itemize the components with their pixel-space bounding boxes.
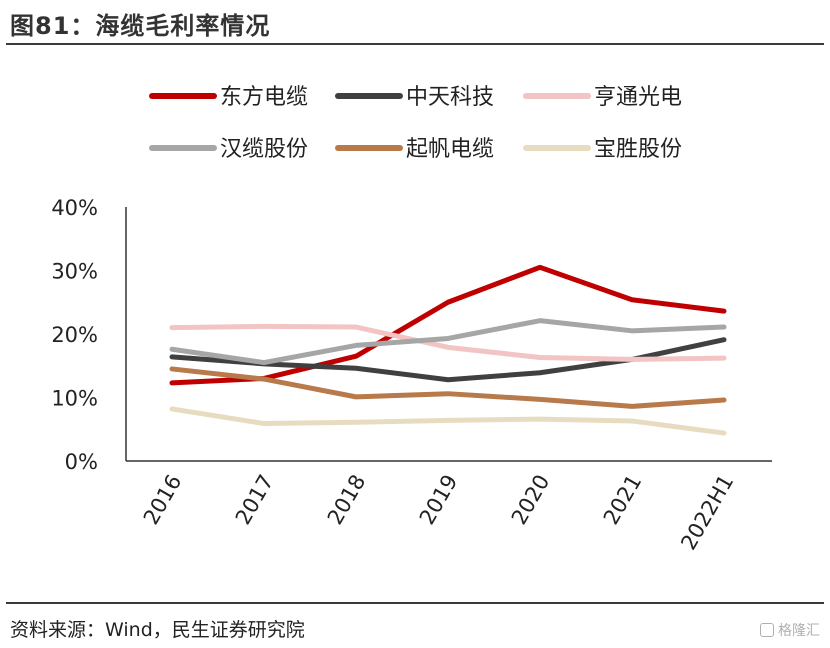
source-note: 资料来源：Wind，民生证券研究院	[10, 619, 305, 641]
watermark-logo-icon	[760, 623, 774, 637]
line-chart: 0% 10% 20% 30% 40% 2016 2017 2018 2019 2020 2021 20…	[51, 85, 772, 555]
x-tick-label: 2021	[599, 471, 647, 529]
source-divider	[6, 602, 824, 604]
watermark: 格隆汇	[760, 620, 820, 640]
legend-label: 汉缆股份	[220, 137, 308, 162]
x-tick-label: 2019	[415, 471, 463, 529]
y-tick-label: 40%	[51, 196, 98, 220]
y-tick-label: 30%	[51, 260, 98, 284]
figure-title: 图81：海缆毛利率情况	[10, 12, 271, 40]
series-line	[169, 406, 727, 436]
y-tick-label: 0%	[65, 450, 98, 474]
legend-label: 东方电缆	[220, 85, 308, 110]
legend-label: 亨通光电	[594, 85, 682, 110]
x-tick-label: 2020	[507, 471, 555, 529]
x-tick-label: 2016	[139, 471, 187, 529]
watermark-text: 格隆汇	[778, 623, 820, 639]
series-line	[169, 323, 727, 362]
series-line	[169, 318, 727, 366]
legend-label: 宝胜股份	[594, 137, 682, 162]
legend-label: 起帆电缆	[406, 137, 494, 162]
x-tick-label: 2018	[323, 471, 371, 529]
y-tick-label: 20%	[51, 323, 98, 347]
legend-label: 中天科技	[406, 85, 494, 110]
y-tick-label: 10%	[51, 387, 98, 411]
series-line	[169, 366, 727, 409]
x-tick-label: 2022H1	[676, 471, 738, 555]
x-tick-label: 2017	[231, 471, 279, 529]
title-divider	[6, 43, 824, 45]
